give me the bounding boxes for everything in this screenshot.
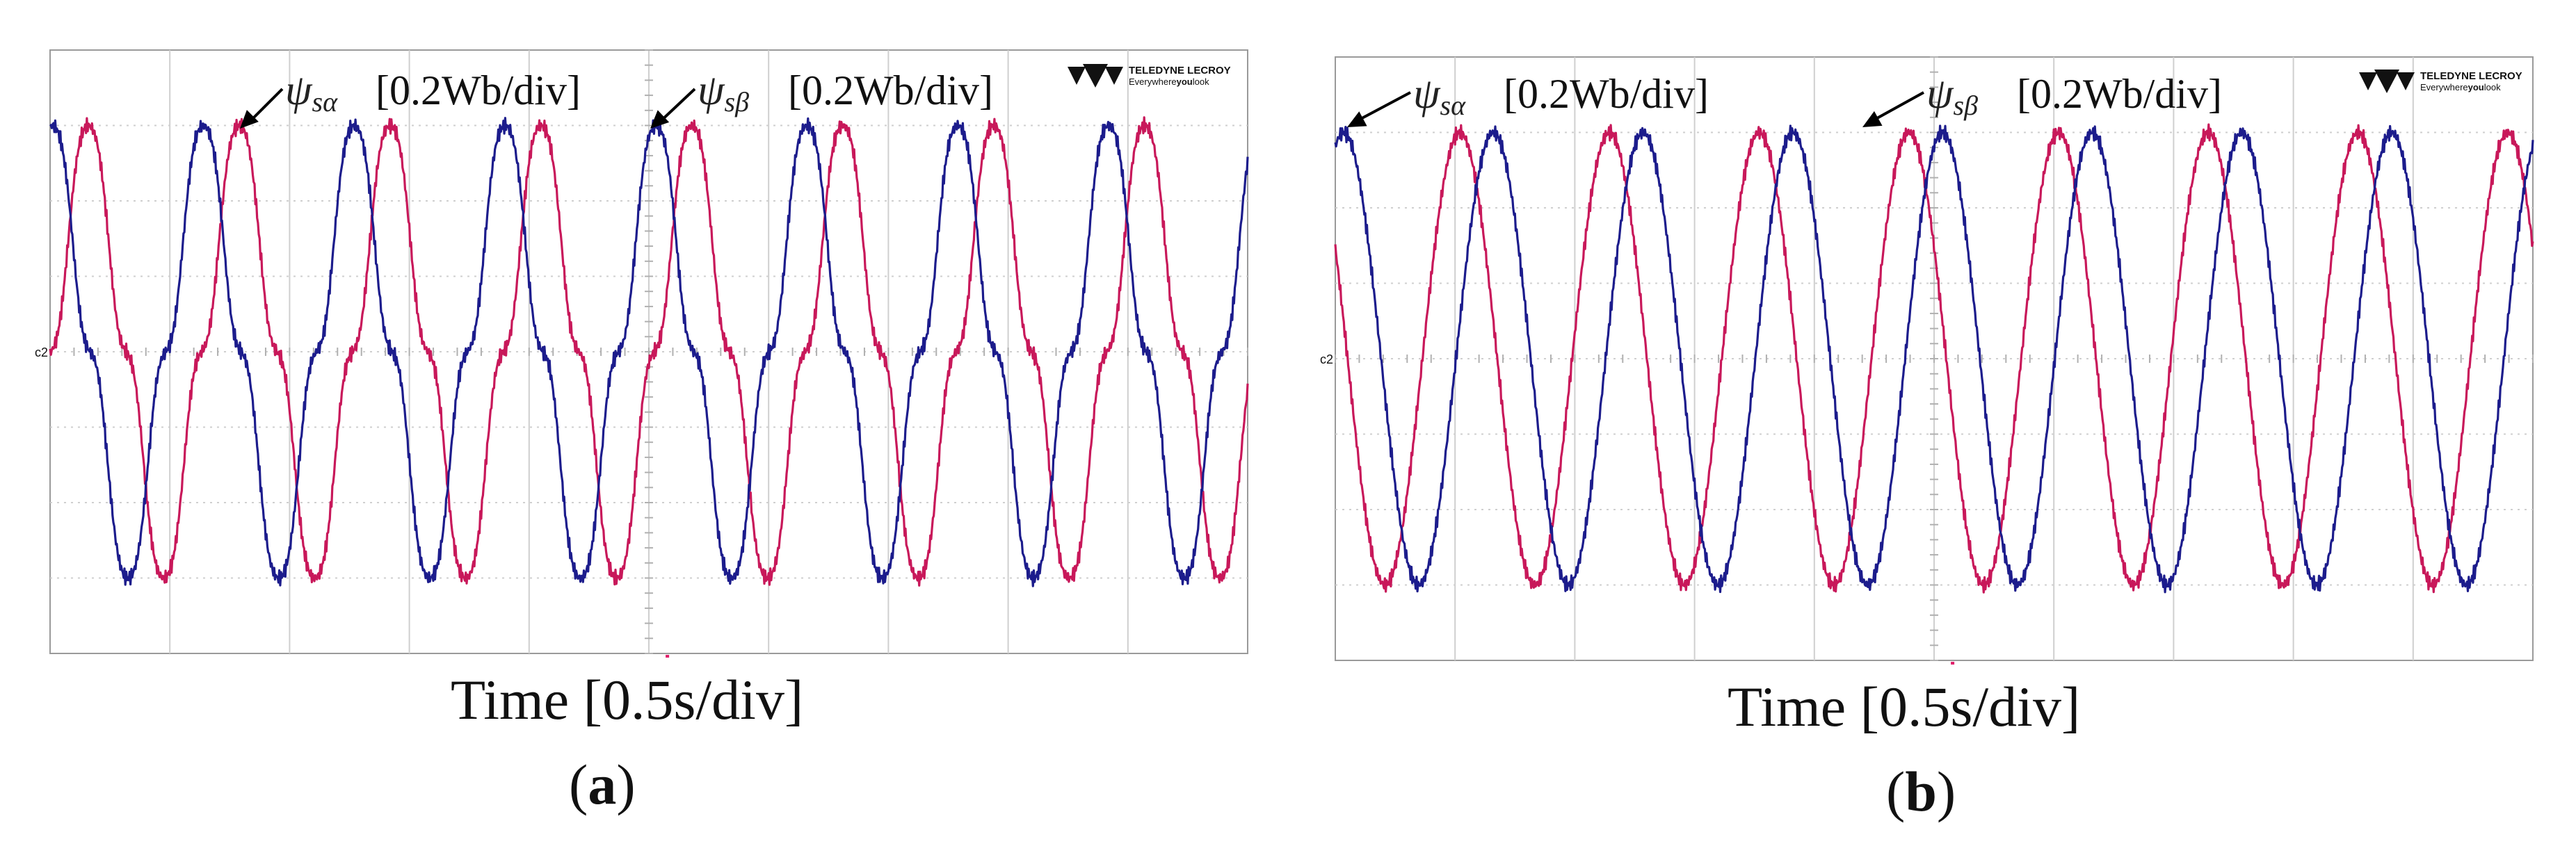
teledyne-logo-mark-icon (1105, 67, 1123, 85)
annotation-arrowhead-icon (1862, 111, 1883, 127)
annotation-arrow-line (1355, 91, 1411, 123)
annotation-scale: [0.2Wb/div] (788, 67, 993, 113)
series-line-psi-s-alpha (1334, 123, 2534, 594)
annotation-arrowhead-icon (650, 110, 670, 129)
brand-name: TELEDYNE LECROY (1129, 65, 1231, 76)
teledyne-logo-mark-icon (1068, 67, 1086, 85)
teledyne-logo-mark-icon (2397, 72, 2415, 90)
teledyne-logo-mark-icon (2374, 70, 2399, 93)
x-axis-label-a: Time [0.5s/div] (451, 668, 804, 731)
brand-tagline: Everywhereyoulook (1129, 76, 1209, 87)
series-line-psi-s-beta (49, 117, 1249, 587)
annotation-subscript: sα (1440, 90, 1467, 121)
panel-a: c2 ψsα [0.2Wb/div] ψsβ [0.2Wb/div] TELEDYNE L… (35, 49, 1249, 816)
annotation-symbol: ψsα (1413, 70, 1466, 121)
channel-ground-marker: c2 (1320, 352, 1333, 366)
annotation-psi-s-alpha: ψsα [0.2Wb/div] (1347, 70, 1709, 127)
x-axis-label-b: Time [0.5s/div] (1728, 675, 2081, 738)
series-line-psi-s-beta (1334, 124, 2534, 594)
brand-name: TELEDYNE LECROY (2420, 70, 2522, 82)
annotation-subscript: sβ (1954, 90, 1979, 121)
panel-b: c2 ψsα [0.2Wb/div] ψsβ [0.2Wb/div] TELEDYNE L… (1288, 0, 2576, 846)
annotation-arrowhead-icon (240, 110, 259, 129)
channel-ground-marker: c2 (35, 345, 48, 359)
annotation-scale: [0.2Wb/div] (376, 67, 581, 113)
annotation-subscript: sβ (725, 86, 750, 117)
panel-label-b: (b) (1886, 760, 1956, 823)
trigger-marker (1951, 662, 1955, 665)
grid (49, 49, 1248, 654)
annotation-subscript: sα (312, 86, 339, 117)
annotation-scale: [0.2Wb/div] (2017, 71, 2222, 117)
trigger-marker (666, 655, 670, 658)
annotation-arrowhead-icon (1347, 111, 1367, 127)
teledyne-logo-mark-icon (1083, 64, 1108, 88)
teledyne-logo-mark-icon (2359, 72, 2377, 90)
annotation-arrow-line (1870, 91, 1924, 123)
annotation-arrow-line (657, 88, 696, 124)
oscilloscope-plot-b: c2 ψsα [0.2Wb/div] ψsβ [0.2Wb/div] TELEDYNE L… (1320, 56, 2534, 665)
series-line-psi-s-alpha (49, 116, 1249, 587)
annotation-symbol: ψsβ (1926, 70, 1978, 121)
brand-tagline: Everywhereyoulook (2420, 82, 2501, 92)
annotation-psi-s-beta: ψsβ [0.2Wb/div] (1862, 70, 2222, 127)
annotation-scale: [0.2Wb/div] (1504, 71, 1709, 117)
panel-label-a: (a) (569, 753, 636, 816)
